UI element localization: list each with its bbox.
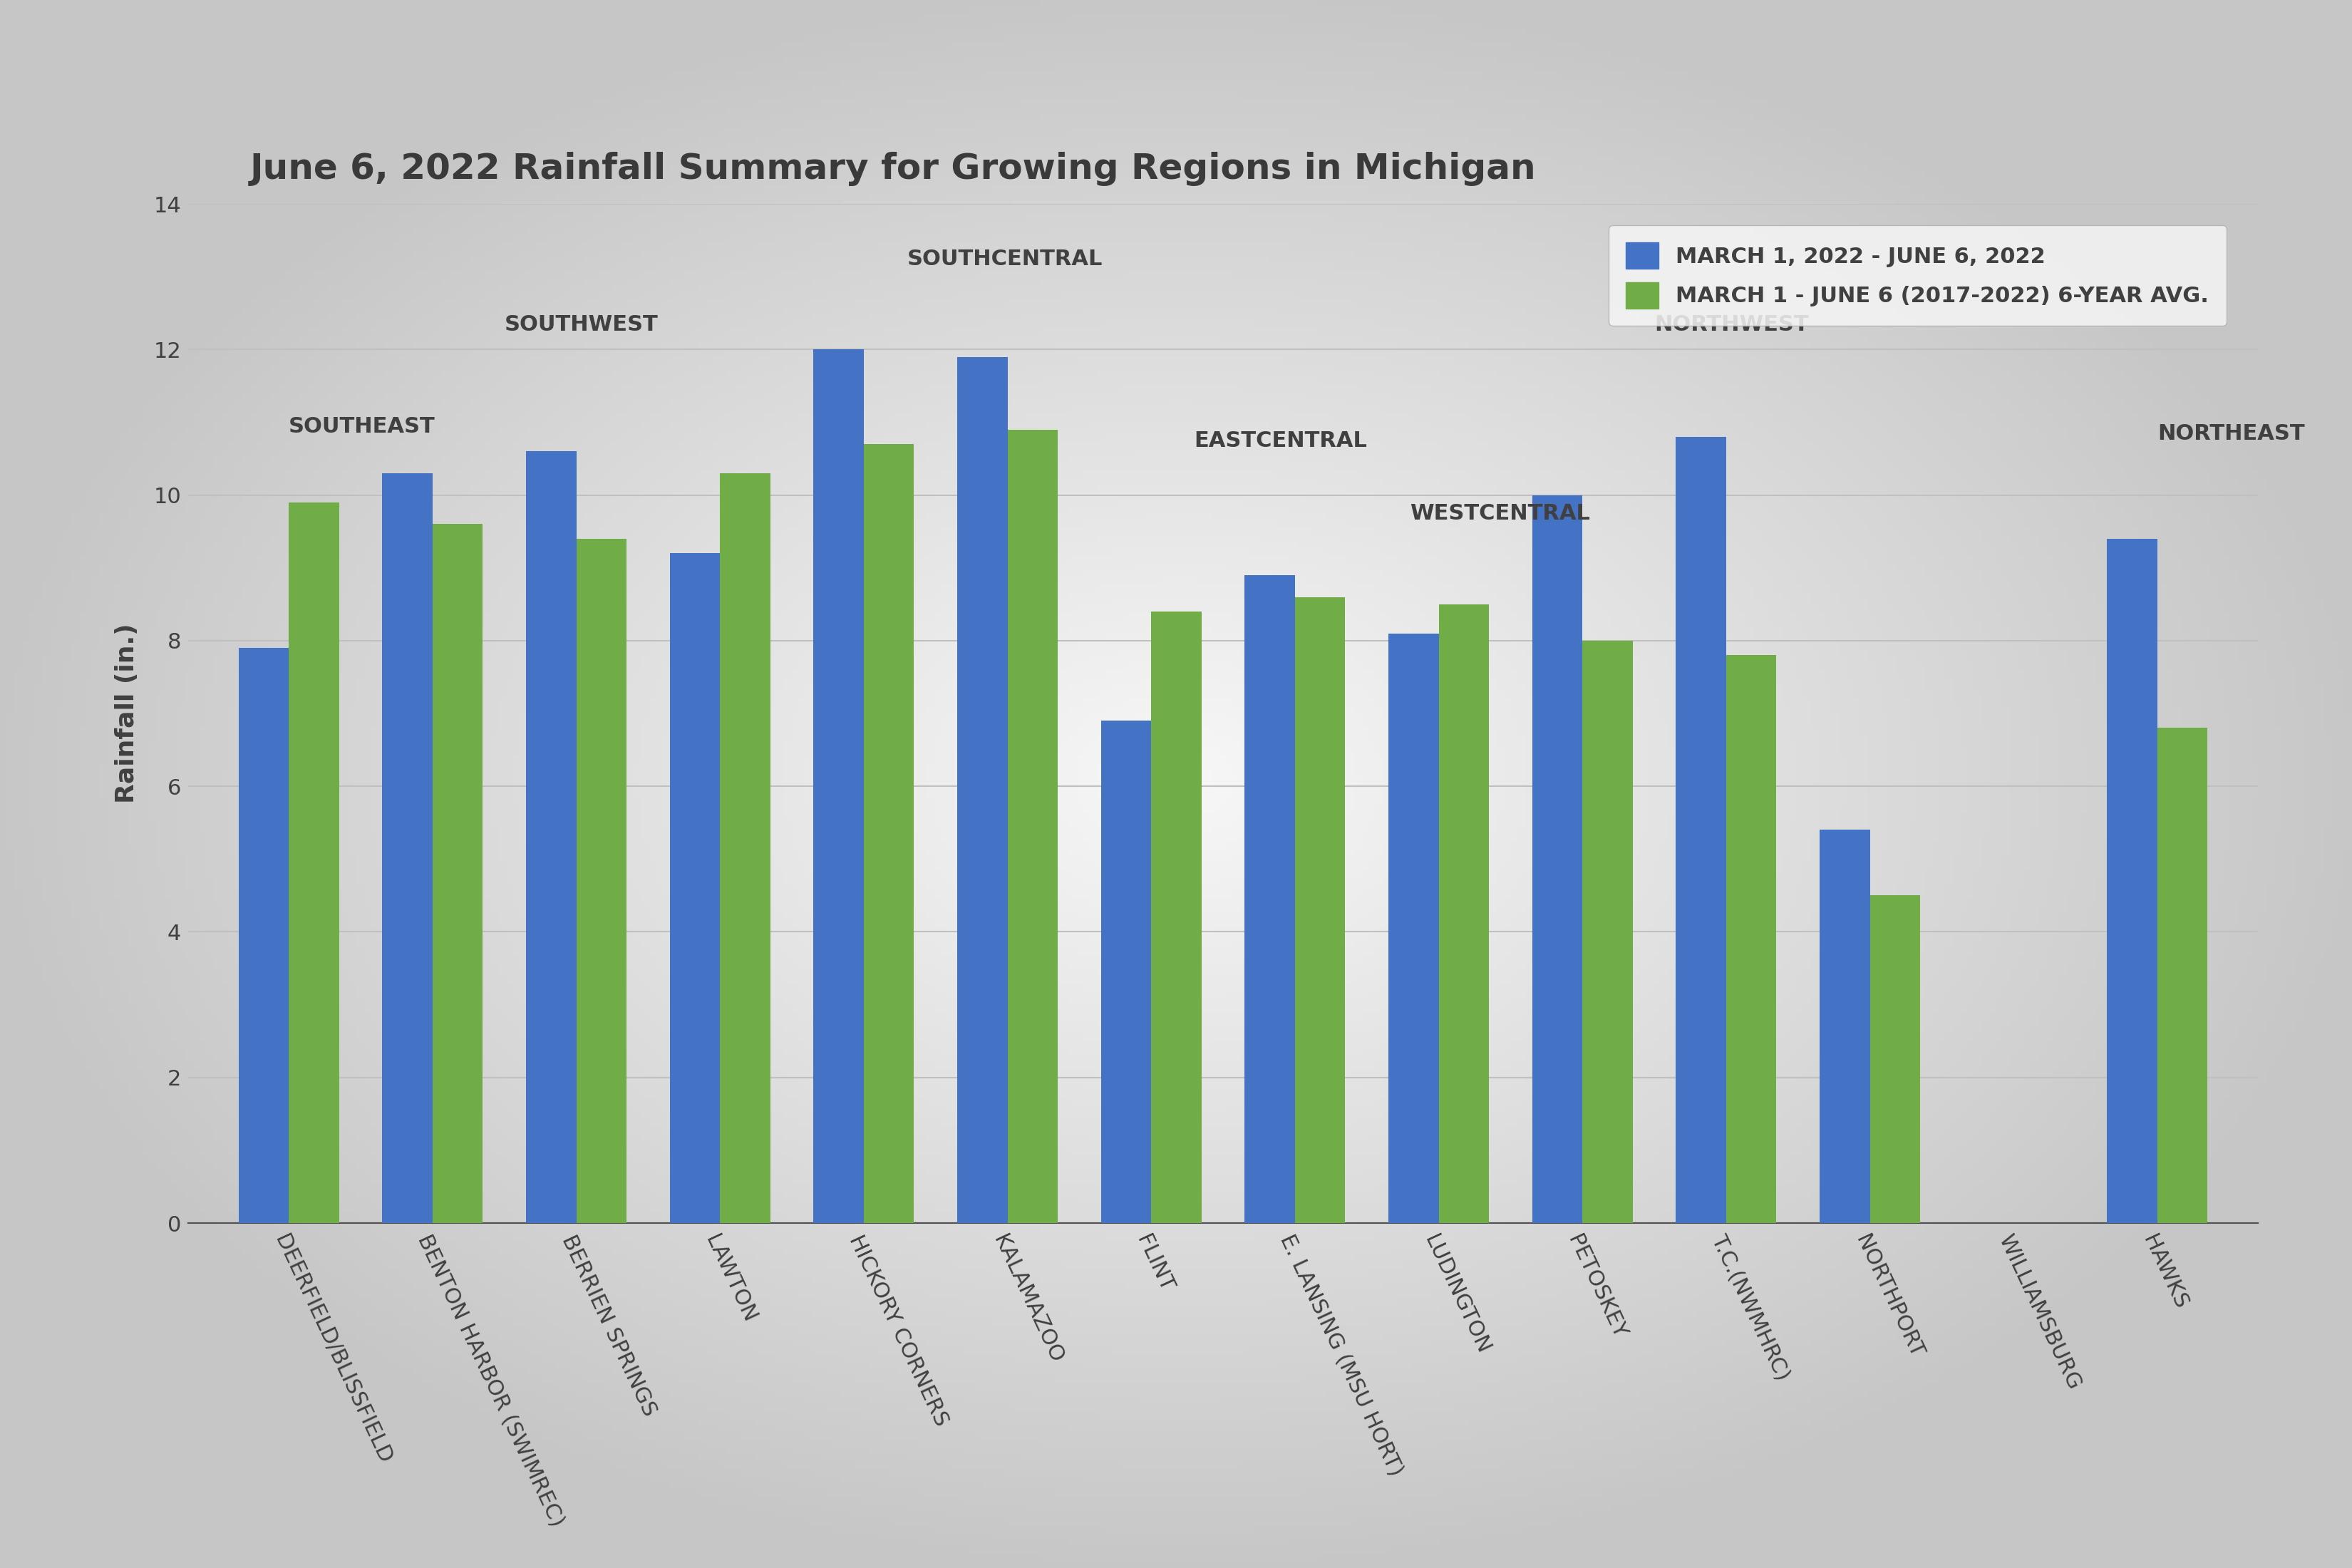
Bar	[289, 502, 339, 1223]
Bar	[1870, 895, 1919, 1223]
Text: SOUTHCENTRAL: SOUTHCENTRAL	[908, 249, 1103, 270]
Y-axis label: Rainfall (in.): Rainfall (in.)	[115, 624, 139, 803]
Text: June 6, 2022 Rainfall Summary for Growing Regions in Michigan: June 6, 2022 Rainfall Summary for Growin…	[249, 152, 1536, 187]
Text: NORTHWEST: NORTHWEST	[1653, 314, 1809, 336]
Bar	[1675, 437, 1726, 1223]
Bar	[2107, 539, 2157, 1223]
Legend: MARCH 1, 2022 - JUNE 6, 2022, MARCH 1 - JUNE 6 (2017-2022) 6-YEAR AVG.: MARCH 1, 2022 - JUNE 6, 2022, MARCH 1 - …	[1609, 224, 2227, 326]
Bar	[720, 474, 771, 1223]
Text: EASTCENTRAL: EASTCENTRAL	[1195, 431, 1367, 452]
Bar	[863, 444, 915, 1223]
Bar	[1101, 721, 1150, 1223]
Bar	[670, 554, 720, 1223]
Text: SOUTHWEST: SOUTHWEST	[503, 314, 659, 336]
Bar	[381, 474, 433, 1223]
Text: WESTCENTRAL: WESTCENTRAL	[1409, 503, 1590, 524]
Bar	[1583, 641, 1632, 1223]
Bar	[1439, 604, 1489, 1223]
Bar	[1726, 655, 1776, 1223]
Bar	[814, 350, 863, 1223]
Bar	[1531, 495, 1583, 1223]
Text: NORTHEAST: NORTHEAST	[2157, 423, 2305, 444]
Bar	[527, 452, 576, 1223]
Bar	[1150, 612, 1202, 1223]
Bar	[576, 539, 626, 1223]
Bar	[1388, 633, 1439, 1223]
Text: SOUTHEAST: SOUTHEAST	[289, 416, 435, 437]
Bar	[957, 358, 1007, 1223]
Bar	[1820, 829, 1870, 1223]
Bar	[1007, 430, 1058, 1223]
Bar	[238, 648, 289, 1223]
Bar	[2157, 728, 2209, 1223]
Bar	[1244, 575, 1296, 1223]
Bar	[433, 524, 482, 1223]
Bar	[1296, 597, 1345, 1223]
